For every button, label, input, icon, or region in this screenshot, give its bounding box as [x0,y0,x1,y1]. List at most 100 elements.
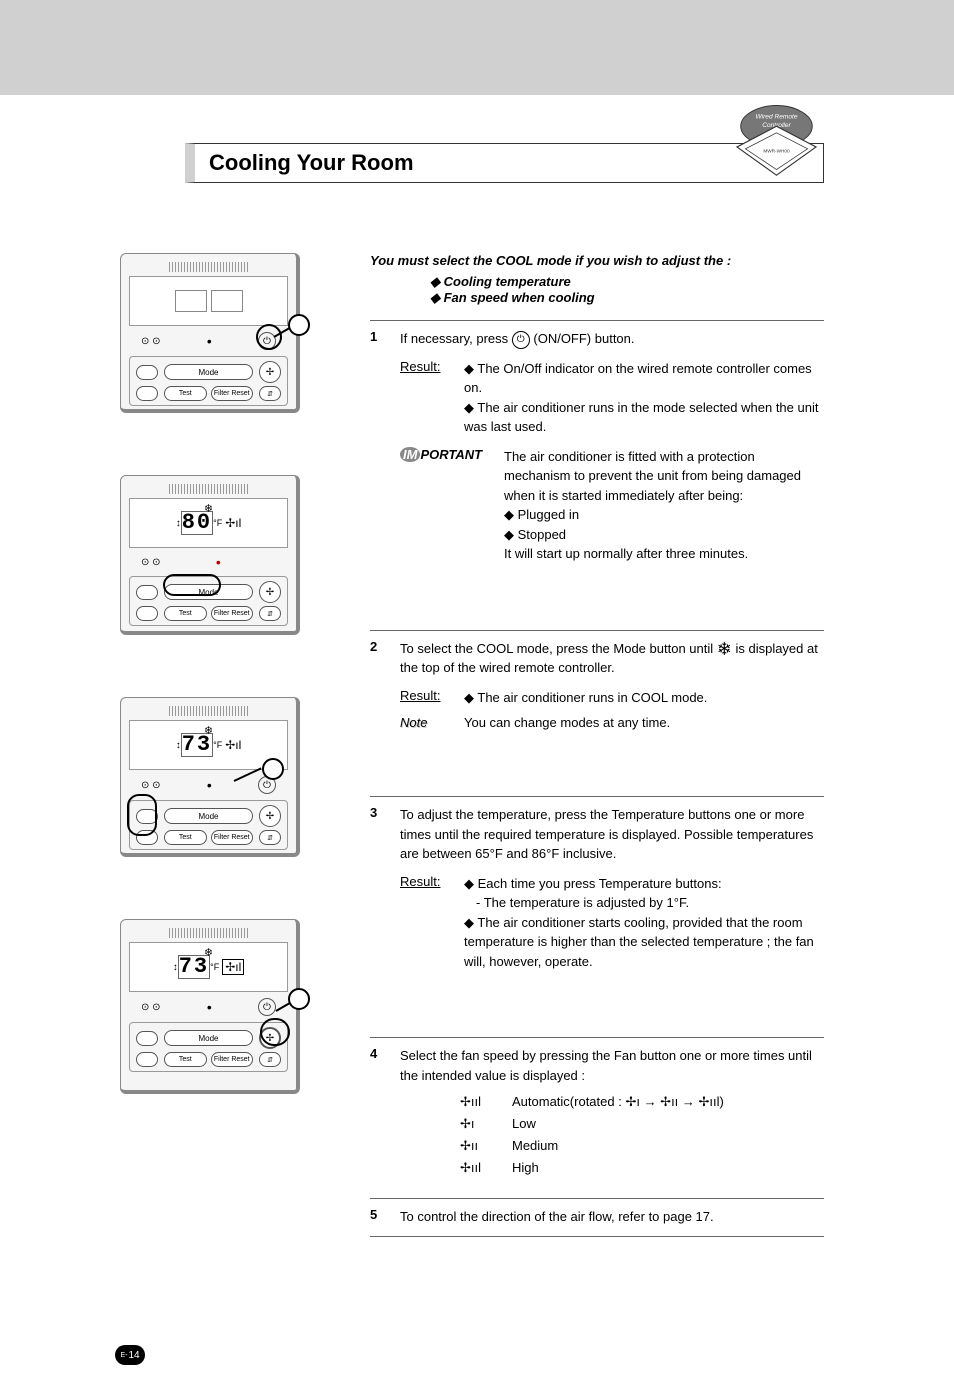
note-text: You can change modes at any time. [464,715,670,730]
result-body: The On/Off indicator on the wired remote… [464,359,824,437]
step-gap [370,981,824,1029]
remote-vent [169,706,248,716]
result-label: Result: [400,359,450,437]
divider [370,1236,824,1237]
fan-label: Automatic(rotated : ✢ı → ✢ıı → ✢ııl) [512,1091,724,1113]
step-text: To control the direction of the air flow… [400,1207,824,1227]
intro-list: Cooling temperature Fan speed when cooli… [370,274,824,306]
divider [370,320,824,321]
important-item: Plugged in [504,505,824,525]
filter-reset-button: Filter Reset [211,386,254,401]
divider [370,630,824,631]
divider [370,796,824,797]
page-number: E-14 [115,1345,145,1365]
step-gap [370,740,824,788]
result-item: The air conditioner starts cooling, prov… [464,913,824,972]
filter-reset-button: Filter Reset [211,606,254,621]
temp-up-button [136,365,158,380]
left-column: ⊙ ⊙ • ⏻ Mode ✢ Test Filter Reset ⇵ [120,253,310,1245]
fan-row: ✢ııl Automatic(rotated : ✢ı → ✢ıı → ✢ııl… [460,1091,824,1113]
callout-circle [288,988,310,1010]
fan-button: ✢ [259,805,281,827]
content: ⊙ ⊙ • ⏻ Mode ✢ Test Filter Reset ⇵ [0,183,954,1285]
fan-icon: ✢ııl [460,1157,494,1179]
indicator-dot: • [207,999,212,1015]
swing-button: ⇵ [259,830,281,845]
temp-unit: °F [210,962,219,972]
remote-buttons: Mode ✢ Test Filter Reset ⇵ [129,800,288,850]
indicator-dot: • [207,333,212,349]
important-rest: PORTANT [420,447,482,462]
fan-icon: ✢ııl [460,1091,494,1113]
remote-mid-row: ⊙ ⊙ • ⏻ [129,332,288,356]
fan-icon: ✢ı [460,1113,494,1135]
header-row: Cooling Your Room Wired Remote Controlle… [0,143,954,183]
important-label: IMPORTANT [400,447,490,564]
power-icon: ⏻ [258,998,276,1016]
fan-button: ✢ [259,581,281,603]
indicator-dot: • [216,554,221,570]
fan-button: ✢ [259,361,281,383]
remote-display [129,276,288,326]
page-prefix: E- [120,1352,127,1359]
result-item-b: - The temperature is adjusted by 1°F. [476,895,689,910]
fan-row: ✢ı Low [460,1113,824,1135]
test-button: Test [164,606,207,621]
display-box [175,290,207,312]
step-text: To adjust the temperature, press the Tem… [400,805,824,864]
fan-button: ✢ [259,1027,281,1049]
swing-button: ⇵ [259,606,281,621]
callout-circle [288,314,310,336]
result-label: Result: [400,688,450,708]
snowflake-icon: ❄ [717,640,732,658]
fan-indicator-icon: ✢ıl [222,959,244,975]
snowflake-icon: ❄ [204,502,213,515]
button-row-2: Test Filter Reset [164,1052,253,1067]
button-row-2: Test Filter Reset [164,386,253,401]
remote-illustration-3: ❄ ↕ 73 °F ✢ıl ⊙ ⊙ • ⏻ Mode ✢ Test Filter… [120,697,300,857]
indicator-lights: ⊙ ⊙ [141,1002,161,1013]
fan-icon: ✢ıı [460,1135,494,1157]
note-label: Note [400,715,450,730]
important-item: Stopped [504,525,824,545]
important-lead: The air conditioner is fitted with a pro… [504,447,824,506]
step-text-a: If necessary, press [400,331,512,346]
remote-vent [169,262,248,272]
step-body: To control the direction of the air flow… [400,1207,824,1227]
important-row: IMPORTANT The air conditioner is fitted … [400,447,824,564]
step-text: To select the COOL mode, press the Mode … [400,639,824,678]
remote-badge: Wired Remote Controller MWR-WH00 [729,98,824,178]
remote-illustration-4: ❄ ↕ 73 °F ✢ıl ⊙ ⊙ • ⏻ Mode ✢ Test Filter… [120,919,300,1094]
temp-down-button [136,606,158,621]
step-number: 2 [370,639,384,731]
result-item: The On/Off indicator on the wired remote… [464,359,824,398]
divider [370,1037,824,1038]
step-3: 3 To adjust the temperature, press the T… [370,805,824,971]
result-body: The air conditioner runs in COOL mode. [464,688,824,708]
temp-unit: °F [213,740,222,750]
mode-button: Mode [164,808,253,824]
step-gap [370,574,824,622]
important-prefix: IM [400,447,420,462]
temp-down-button [136,1052,158,1067]
temp-unit: °F [213,518,222,528]
badge-top-text: Wired Remote [756,114,798,121]
fan-label: High [512,1157,539,1179]
button-row-2: Test Filter Reset [164,830,253,845]
step-2: 2 To select the COOL mode, press the Mod… [370,639,824,731]
snowflake-icon: ❄ [204,946,213,959]
indicator-dot: • [207,777,212,793]
fan-indicator-icon: ✢ıl [225,516,241,530]
step-text: If necessary, press ⏻ (ON/OFF) button. [400,329,824,349]
remote-illustration-2: ❄ ↕ 80 °F ✢ıl ⊙ ⊙ • Mode ✢ Test Filter R… [120,475,300,635]
top-bar [0,0,954,95]
step-text-a: To select the COOL mode, press the Mode … [400,641,717,656]
fan-label: Low [512,1113,536,1135]
step-number: 3 [370,805,384,971]
callout-circle [262,758,284,780]
fan-indicator-icon: ✢ıl [225,738,241,752]
test-button: Test [164,830,207,845]
important-tail: It will start up normally after three mi… [504,544,824,564]
filter-reset-button: Filter Reset [211,1052,254,1067]
indicator-lights: ⊙ ⊙ [141,780,161,791]
